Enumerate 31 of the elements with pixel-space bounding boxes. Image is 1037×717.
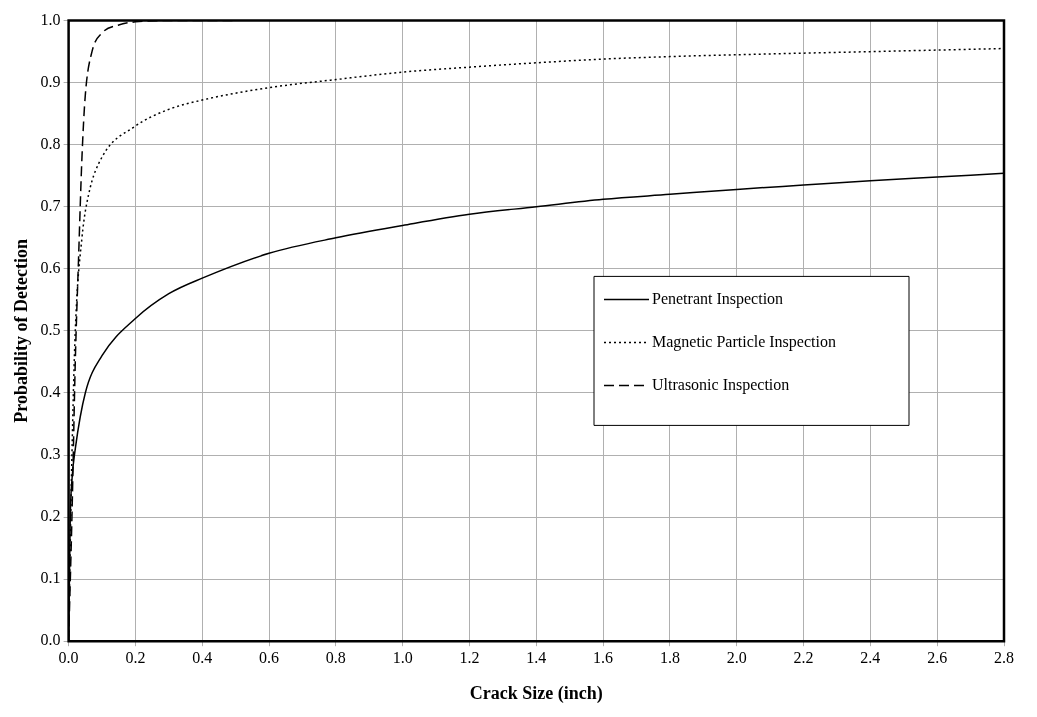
x-tick-label: 2.0 — [726, 649, 747, 666]
x-tick-label: 1.0 — [392, 649, 413, 666]
y-tick-label: 0.5 — [40, 321, 61, 339]
x-tick-label: 2.8 — [994, 649, 1014, 666]
y-tick-label: 0.9 — [40, 72, 61, 90]
x-tick-label: 2.4 — [860, 649, 881, 666]
x-tick-label: 1.8 — [659, 649, 680, 666]
y-axis-title: Probability of Detection — [11, 239, 32, 423]
legend-label: Magnetic Particle Inspection — [652, 332, 836, 351]
x-tick-label: 1.4 — [526, 649, 547, 666]
x-tick-label: 0.0 — [58, 649, 79, 666]
x-tick-label: 0.2 — [125, 649, 146, 666]
y-tick-label: 1.0 — [40, 10, 61, 28]
x-tick-label: 2.6 — [927, 649, 948, 666]
y-tick-label: 0.8 — [40, 134, 61, 152]
y-tick-label: 0.3 — [40, 445, 61, 463]
x-axis-title: Crack Size (inch) — [469, 682, 603, 704]
x-tick-label: 1.6 — [593, 649, 614, 666]
y-tick-label: 0.1 — [40, 569, 61, 587]
x-tick-label: 2.2 — [793, 649, 814, 666]
x-tick-label: 0.8 — [325, 649, 346, 666]
y-tick-label: 0.0 — [40, 631, 61, 649]
legend-label: Ultrasonic Inspection — [652, 375, 790, 394]
y-tick-label: 0.6 — [40, 259, 61, 277]
legend-label: Penetrant Inspection — [652, 289, 784, 308]
x-tick-label: 1.2 — [459, 649, 480, 666]
y-tick-label: 0.2 — [40, 507, 61, 525]
y-tick-label: 0.4 — [40, 383, 61, 401]
x-tick-label: 0.4 — [192, 649, 213, 666]
x-tick-label: 0.6 — [259, 649, 280, 666]
y-tick-label: 0.7 — [40, 196, 61, 214]
